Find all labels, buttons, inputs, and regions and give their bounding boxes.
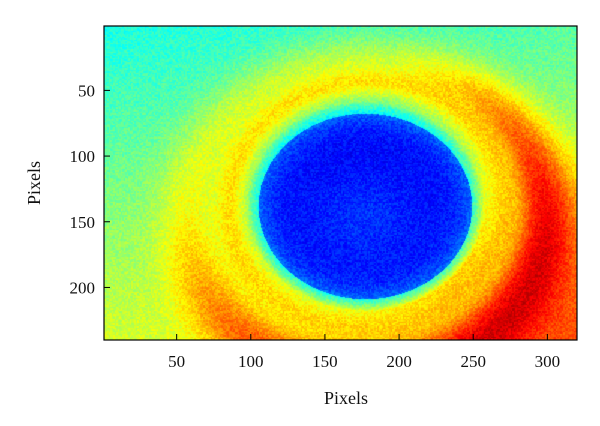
y-tick-label: 50 [78,81,95,100]
x-tick-label: 200 [386,352,412,371]
plot-frame [103,25,578,341]
y-tick-label: 200 [70,278,96,297]
y-axis-title: Pixels [24,161,44,205]
x-tick-label: 150 [312,352,338,371]
x-tick-label: 100 [238,352,264,371]
x-axis-title: Pixels [324,388,368,408]
y-tick-label: 100 [70,147,96,166]
y-tick-label: 150 [70,213,96,232]
x-axis: 50 100 150 200 250 300 [168,334,560,371]
heatmap-image [104,26,577,340]
plot-area [103,25,578,341]
x-tick-label: 250 [460,352,486,371]
x-tick-label: 300 [535,352,561,371]
y-axis: 50 100 150 200 [70,81,110,297]
x-tick-label: 50 [168,352,185,371]
